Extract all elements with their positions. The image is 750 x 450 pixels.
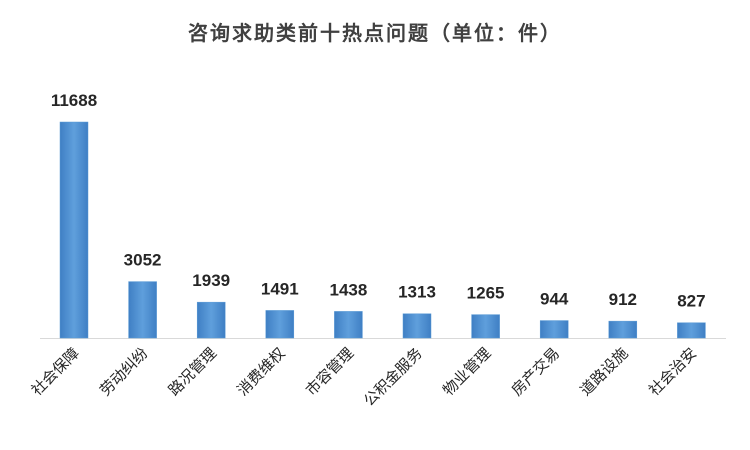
x-tick-label: 消费维权 — [233, 344, 288, 399]
bar — [402, 313, 432, 339]
x-tick-label: 道路设施 — [576, 344, 631, 399]
bar — [128, 281, 157, 339]
value-label: 11688 — [51, 91, 97, 110]
value-label: 1438 — [329, 280, 367, 299]
bar — [265, 310, 295, 339]
x-tick-label: 物业管理 — [439, 344, 494, 399]
bar — [471, 314, 500, 339]
bar — [334, 311, 363, 339]
bar — [608, 320, 638, 339]
value-label: 912 — [609, 290, 637, 309]
x-tick-label: 社会治安 — [645, 344, 700, 399]
bar — [677, 322, 706, 339]
bar — [196, 301, 226, 339]
x-tick-label: 市容管理 — [302, 344, 357, 399]
value-label: 1313 — [398, 283, 436, 302]
x-tick-label: 社会保障 — [28, 344, 83, 399]
x-tick-label: 公积金服务 — [360, 344, 426, 410]
x-tick-label: 劳动纠纷 — [96, 344, 151, 399]
x-tick-label: 房产交易 — [508, 344, 563, 399]
value-label: 3052 — [124, 251, 162, 270]
value-label: 1491 — [261, 279, 299, 298]
bar — [539, 320, 569, 339]
chart-title: 咨询求助类前十热点问题（单位：件） — [188, 21, 562, 45]
value-label: 1265 — [467, 284, 505, 303]
bar — [59, 121, 89, 339]
x-tick-label: 路况管理 — [165, 344, 220, 399]
value-label: 1939 — [192, 271, 230, 290]
value-label: 827 — [677, 292, 705, 311]
value-label: 944 — [540, 290, 569, 309]
